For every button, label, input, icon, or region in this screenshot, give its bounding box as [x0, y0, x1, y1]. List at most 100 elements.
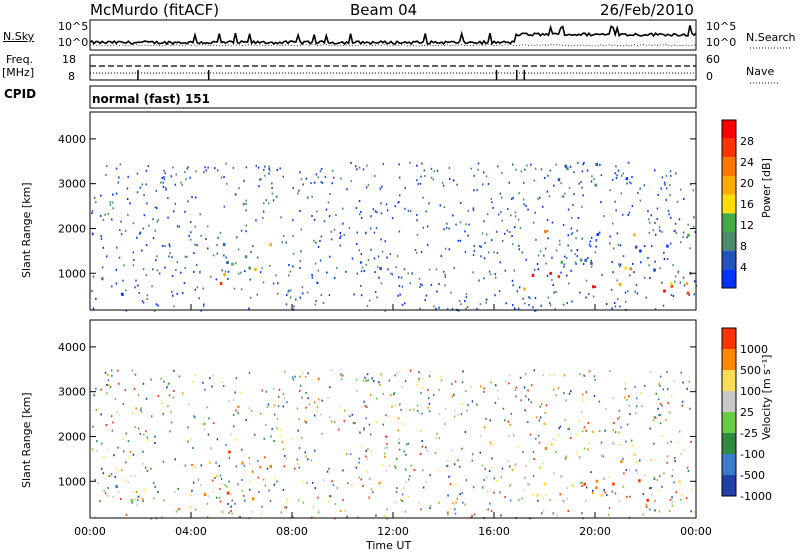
power-scatter-point — [669, 184, 671, 186]
power-scatter-point — [184, 255, 187, 258]
power-scatter-point — [414, 249, 417, 251]
velocity-scatter-point — [308, 403, 311, 406]
velocity-scatter-point — [282, 488, 285, 491]
power-scatter-point — [549, 302, 551, 305]
velocity-scatter-point — [476, 403, 478, 406]
power-scatter-point — [293, 305, 295, 308]
power-scatter-point — [614, 172, 617, 175]
freq-panel-frame — [89, 54, 697, 81]
power-scatter-point — [479, 245, 481, 248]
velocity-scatter-point — [258, 491, 260, 493]
power-cell — [687, 233, 690, 237]
velocity-scatter-point — [173, 369, 175, 372]
power-scatter-point — [567, 208, 570, 211]
velocity-scatter-point — [386, 446, 388, 449]
velocity-scatter-point — [145, 430, 147, 433]
power-scatter-point — [611, 179, 614, 181]
velocity-scatter-point — [266, 406, 269, 408]
power-scatter-point — [460, 202, 462, 204]
velocity-scatter-point — [618, 431, 620, 434]
velocity-scatter-point — [301, 436, 303, 439]
velocity-scatter-point — [421, 445, 424, 448]
power-scatter-point — [115, 282, 118, 285]
velocity-colorbar-tick-0: 1000 — [740, 343, 768, 356]
power-scatter-point — [680, 241, 682, 244]
power-scatter-point — [687, 223, 689, 226]
power-colorbar-segment-6 — [722, 232, 736, 251]
xtick-label-5: 20:00 — [579, 525, 611, 538]
power-scatter-point — [335, 214, 337, 216]
velocity-scatter-point — [305, 455, 307, 458]
velocity-scatter-point — [125, 461, 127, 464]
velocity-scatter-point — [427, 397, 430, 400]
velocity-scatter-point — [674, 460, 676, 463]
velocity-scatter-point — [114, 475, 116, 478]
velocity-scatter-point — [95, 387, 97, 390]
power-scatter-point — [426, 243, 429, 246]
velocity-scatter-point — [143, 488, 145, 491]
velocity-scatter-point — [446, 464, 449, 467]
velocity-cell — [228, 450, 231, 454]
velocity-scatter-point — [461, 447, 463, 450]
power-colorbar-tick-2: 12 — [740, 219, 754, 232]
power-scatter-point — [302, 292, 304, 295]
velocity-scatter-point — [141, 498, 144, 500]
power-scatter-point — [551, 256, 553, 259]
velocity-scatter-point — [207, 495, 209, 498]
power-scatter-point — [493, 251, 495, 254]
power-scatter-point — [158, 272, 161, 275]
velocity-scatter-point — [491, 443, 493, 446]
velocity-scatter-point — [421, 386, 423, 389]
power-ytick-label-1: 2000 — [58, 222, 86, 235]
velocity-scatter-point — [428, 402, 431, 405]
velocity-scatter-point — [481, 464, 484, 467]
velocity-scatter-point — [645, 505, 648, 508]
power-scatter-point — [595, 245, 597, 248]
velocity-scatter-point — [91, 448, 94, 451]
power-scatter-point — [280, 216, 282, 219]
power-scatter-point — [342, 222, 344, 225]
velocity-scatter-point — [137, 495, 140, 498]
power-scatter-point — [332, 169, 334, 172]
velocity-scatter-point — [193, 466, 196, 468]
velocity-scatter-point — [358, 461, 360, 464]
velocity-scatter-point — [588, 442, 590, 445]
velocity-scatter-point — [642, 513, 645, 516]
velocity-scatter-point — [162, 413, 164, 416]
velocity-scatter-point — [161, 516, 163, 519]
velocity-scatter-point — [343, 419, 345, 422]
velocity-scatter-point — [383, 447, 386, 450]
power-scatter-point — [669, 194, 671, 197]
power-scatter-point — [673, 230, 675, 233]
power-scatter-point — [333, 228, 336, 231]
velocity-scatter-point — [134, 474, 137, 477]
velocity-scatter-point — [623, 396, 626, 399]
power-scatter-point — [200, 234, 202, 237]
power-scatter-point — [485, 301, 487, 304]
velocity-scatter-point — [532, 493, 534, 496]
power-scatter-point — [566, 257, 568, 260]
velocity-colorbar-tick-2: 100 — [740, 385, 761, 398]
velocity-scatter-point — [326, 470, 329, 473]
power-scatter-point — [456, 183, 458, 186]
power-scatter-point — [366, 305, 369, 307]
velocity-scatter-point — [117, 469, 120, 472]
velocity-scatter-point — [365, 450, 367, 453]
velocity-scatter-point — [237, 483, 239, 486]
velocity-scatter-point — [383, 452, 386, 455]
power-scatter-point — [583, 161, 585, 164]
velocity-scatter-point — [303, 420, 306, 423]
power-scatter-point — [92, 233, 94, 236]
velocity-scatter-point — [548, 374, 551, 377]
power-scatter-point — [620, 174, 623, 177]
velocity-scatter-point — [369, 394, 372, 397]
velocity-scatter-point — [137, 499, 139, 502]
power-scatter-point — [382, 162, 384, 165]
velocity-scatter-point — [608, 475, 611, 478]
velocity-scatter-point — [689, 407, 691, 410]
velocity-scatter-point — [401, 493, 404, 496]
power-scatter-point — [165, 186, 167, 189]
power-scatter-point — [669, 170, 672, 173]
power-scatter-point — [542, 205, 544, 208]
velocity-scatter-point — [472, 485, 474, 488]
